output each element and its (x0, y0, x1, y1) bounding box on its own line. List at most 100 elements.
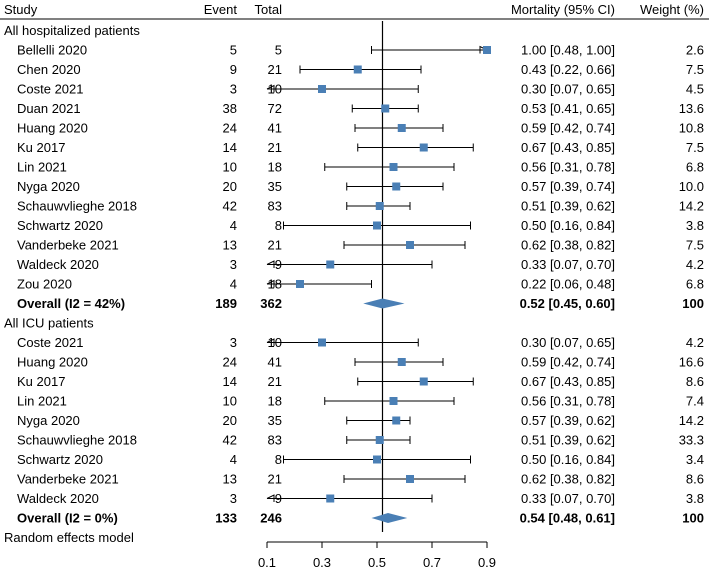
header-study: Study (4, 2, 38, 17)
point-estimate-marker (318, 85, 326, 93)
total-count: 18 (268, 160, 282, 175)
overall-total: 246 (260, 511, 282, 526)
mortality-ci: 0.57 [0.39, 0.74] (521, 179, 615, 194)
event-count: 10 (223, 160, 237, 175)
weight-value: 4.2 (686, 335, 704, 350)
event-count: 5 (230, 43, 237, 58)
event-count: 24 (223, 121, 237, 136)
x-tick-label: 0.3 (313, 555, 331, 570)
overall-mortality-ci: 0.52 [0.45, 0.60] (520, 296, 615, 311)
event-count: 13 (223, 472, 237, 487)
mortality-ci: 0.59 [0.42, 0.74] (521, 355, 615, 370)
study-name: Schwartz 2020 (17, 452, 103, 467)
study-name: Coste 2021 (17, 335, 84, 350)
mortality-ci: 0.30 [0.07, 0.65] (521, 82, 615, 97)
event-count: 13 (223, 238, 237, 253)
total-count: 18 (268, 394, 282, 409)
mortality-ci: 0.33 [0.07, 0.70] (521, 257, 615, 272)
weight-value: 8.6 (686, 374, 704, 389)
mortality-ci: 0.67 [0.43, 0.85] (521, 140, 615, 155)
header-event: Event (204, 2, 238, 17)
total-count: 41 (268, 121, 282, 136)
point-estimate-marker (375, 202, 384, 210)
point-estimate-marker (389, 163, 398, 171)
study-name: Ku 2017 (17, 374, 65, 389)
study-name: Vanderbeke 2021 (17, 472, 119, 487)
point-estimate-marker (392, 182, 401, 191)
study-name: Schauwvlieghe 2018 (17, 199, 137, 214)
mortality-ci: 0.53 [0.41, 0.65] (521, 101, 615, 116)
total-count: 21 (268, 374, 282, 389)
event-count: 14 (223, 374, 237, 389)
overall-weight: 100 (682, 296, 704, 311)
overall-event: 189 (215, 296, 237, 311)
x-tick-label: 0.1 (258, 555, 276, 570)
mortality-ci: 0.22 [0.06, 0.48] (521, 277, 615, 292)
ci-arrow-left (266, 494, 275, 502)
forest-rows: All hospitalized patients Bellelli 2020 5 5… (4, 21, 704, 545)
mortality-ci: 0.43 [0.22, 0.66] (521, 62, 615, 77)
overall-event: 133 (215, 511, 237, 526)
total-count: 5 (275, 43, 282, 58)
total-count: 35 (268, 179, 282, 194)
point-estimate-marker (296, 280, 304, 288)
ci-arrow-left (266, 84, 275, 93)
mortality-ci: 0.67 [0.43, 0.85] (521, 374, 615, 389)
total-count: 41 (268, 355, 282, 370)
study-name: Lin 2021 (17, 160, 67, 175)
overall-weight: 100 (682, 511, 704, 526)
point-estimate-marker (353, 65, 362, 74)
total-count: 8 (275, 218, 282, 233)
point-estimate-marker (326, 494, 335, 503)
mortality-ci: 0.59 [0.42, 0.74] (521, 121, 615, 136)
total-count: 21 (268, 238, 282, 253)
point-estimate-marker (419, 377, 428, 386)
event-count: 4 (230, 452, 237, 467)
study-name: Nyga 2020 (17, 413, 80, 428)
point-estimate-marker (392, 416, 401, 425)
overall-diamond (371, 513, 408, 523)
weight-value: 7.5 (686, 238, 704, 253)
event-count: 20 (223, 413, 237, 428)
event-count: 42 (223, 433, 237, 448)
study-name: Chen 2020 (17, 62, 81, 77)
point-estimate-marker (326, 260, 335, 269)
weight-value: 2.6 (686, 43, 704, 58)
x-tick-label: 0.5 (368, 555, 386, 570)
study-name: Vanderbeke 2021 (17, 238, 119, 253)
overall-label: Overall (I2 = 0%) (17, 511, 118, 526)
ci-arrow-left (266, 260, 275, 268)
study-name: Coste 2021 (17, 82, 84, 97)
total-count: 83 (268, 199, 282, 214)
event-count: 3 (230, 335, 237, 350)
study-name: Huang 2020 (17, 121, 88, 136)
weight-value: 6.8 (686, 277, 704, 292)
mortality-ci: 0.51 [0.39, 0.62] (521, 433, 615, 448)
weight-value: 7.4 (686, 394, 704, 409)
total-count: 8 (275, 452, 282, 467)
header-mortality: Mortality (95% CI) (511, 2, 615, 17)
group-label: All hospitalized patients (4, 23, 140, 38)
weight-value: 3.8 (686, 491, 704, 506)
weight-value: 3.4 (686, 452, 704, 467)
event-count: 3 (230, 82, 237, 97)
study-name: Huang 2020 (17, 355, 88, 370)
event-count: 9 (230, 62, 237, 77)
weight-value: 3.8 (686, 218, 704, 233)
point-estimate-marker (397, 358, 406, 366)
event-count: 24 (223, 355, 237, 370)
x-tick-label: 0.9 (478, 555, 496, 570)
mortality-ci: 0.62 [0.38, 0.82] (521, 238, 615, 253)
point-estimate-marker (373, 455, 381, 464)
total-count: 83 (268, 433, 282, 448)
point-estimate-marker (373, 221, 381, 230)
header-total: Total (255, 2, 283, 17)
group-label: All ICU patients (4, 316, 94, 331)
x-tick-label: 0.7 (423, 555, 441, 570)
total-count: 72 (268, 101, 282, 116)
point-estimate-marker (419, 143, 428, 152)
mortality-ci: 0.56 [0.31, 0.78] (521, 394, 615, 409)
point-estimate-marker (397, 124, 406, 132)
overall-mortality-ci: 0.54 [0.48, 0.61] (520, 511, 615, 526)
event-count: 20 (223, 179, 237, 194)
